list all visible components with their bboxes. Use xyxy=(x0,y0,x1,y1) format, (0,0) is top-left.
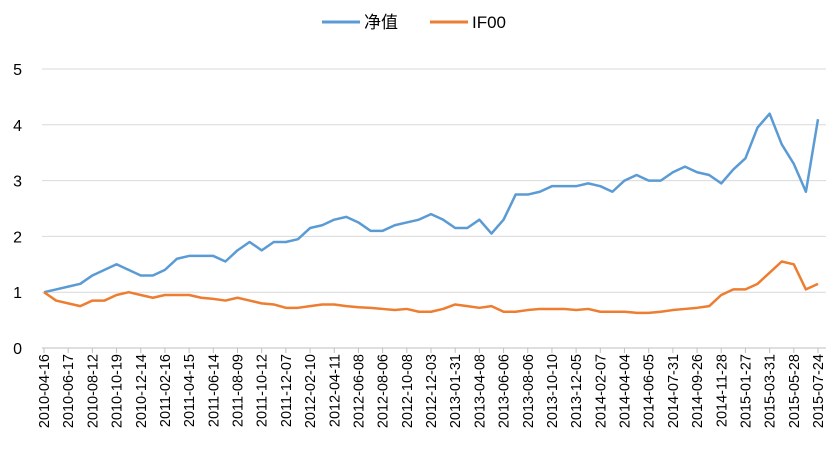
x-tick-label: 2015-07-24 xyxy=(811,354,827,428)
x-tick-label: 2010-12-14 xyxy=(134,354,150,428)
x-tick-label: 2012-04-11 xyxy=(327,354,343,427)
y-tick-label: 5 xyxy=(13,62,22,79)
x-tick-label: 2011-04-15 xyxy=(182,354,198,427)
y-tick-label: 0 xyxy=(13,341,22,358)
x-tick-label: 2012-06-08 xyxy=(351,354,367,428)
x-tick-label: 2015-03-31 xyxy=(763,354,779,428)
x-tick-label: 2012-12-03 xyxy=(424,354,440,428)
x-tick-label: 2012-02-10 xyxy=(303,354,319,428)
x-tick-label: 2010-10-19 xyxy=(110,354,126,428)
x-tick-label: 2014-11-28 xyxy=(714,354,730,427)
x-tick-label: 2013-12-05 xyxy=(569,354,585,428)
x-tick-label: 2013-06-06 xyxy=(497,354,513,428)
x-tick-label: 2013-08-06 xyxy=(521,354,537,428)
x-tick-label: 2015-01-27 xyxy=(738,354,754,428)
x-tick-label: 2014-02-07 xyxy=(593,354,609,428)
legend-label: 净值 xyxy=(364,13,398,32)
x-tick-label: 2013-04-08 xyxy=(472,354,488,428)
x-tick-label: 2011-06-14 xyxy=(206,354,222,427)
x-tick-label: 2011-08-09 xyxy=(231,354,247,427)
x-tick-label: 2010-04-16 xyxy=(37,354,53,428)
x-tick-label: 2014-07-31 xyxy=(666,354,682,428)
series-line xyxy=(43,112,820,294)
x-tick-label: 2010-06-17 xyxy=(61,354,77,428)
x-tick-label: 2013-01-31 xyxy=(448,354,464,428)
x-tick-label: 2011-10-12 xyxy=(255,354,271,427)
x-tick-label: 2012-10-08 xyxy=(400,354,416,428)
x-tick-label: 2014-09-26 xyxy=(690,354,706,428)
x-tick-label: 2011-02-16 xyxy=(158,354,174,427)
x-tick-label: 2015-05-28 xyxy=(787,354,803,428)
x-tick-label: 2014-04-04 xyxy=(618,354,634,428)
x-tick-label: 2014-06-05 xyxy=(642,354,658,428)
y-tick-label: 1 xyxy=(13,285,22,302)
y-tick-label: 3 xyxy=(13,174,22,191)
x-tick-label: 2011-12-07 xyxy=(279,354,295,427)
legend-label: IF00 xyxy=(472,13,506,32)
series-line xyxy=(43,260,819,315)
y-tick-label: 4 xyxy=(13,118,22,135)
x-tick-label: 2010-08-12 xyxy=(85,354,101,428)
x-tick-label: 2012-08-06 xyxy=(376,354,392,428)
y-tick-label: 2 xyxy=(13,229,22,246)
x-tick-label: 2013-10-10 xyxy=(545,354,561,428)
